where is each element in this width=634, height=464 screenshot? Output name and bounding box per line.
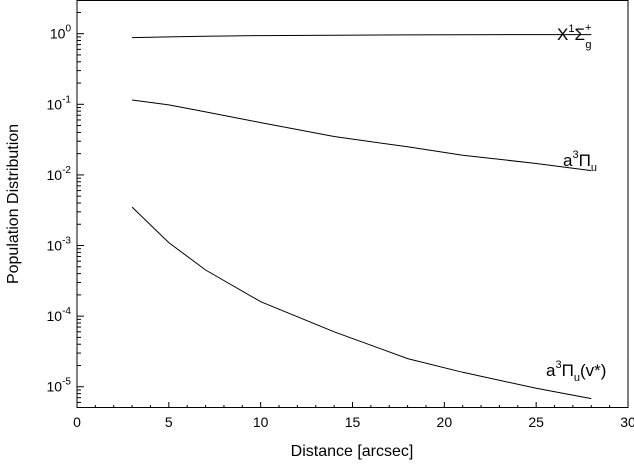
y-tick-label: 10-2 — [47, 165, 72, 183]
y-tick-label: 10-5 — [47, 377, 72, 395]
y-axis-title: Population Distribution — [5, 124, 22, 284]
x-tick-label: 10 — [253, 414, 269, 430]
y-tick-label: 10-3 — [47, 236, 72, 254]
y-tick-label: 100 — [50, 24, 72, 42]
x-tick-label: 15 — [345, 414, 361, 430]
y-axis: 100 10-1 10-2 10-3 10-4 10-5 — [47, 0, 84, 403]
series-label-ground: X1Σ+ g — [557, 22, 592, 51]
series-line-ground — [132, 34, 592, 39]
y-tick-label: 10-4 — [47, 306, 72, 324]
x-tick-label: 30 — [620, 414, 634, 430]
x-tick-label: 5 — [165, 414, 173, 430]
x-axis: 0 5 10 15 20 25 30 — [73, 402, 634, 430]
series-line-a3pi_vstar — [131, 206, 592, 400]
x-tick-label: 0 — [73, 414, 81, 430]
series-label-a3pi-vstar: a3Πu(v*) — [546, 359, 606, 384]
plot-frame — [76, 0, 629, 408]
series-lines — [131, 34, 592, 400]
x-tick-label: 25 — [528, 414, 544, 430]
x-tick-label: 20 — [437, 414, 453, 430]
x-axis-title: Distance [arcsec] — [291, 443, 414, 460]
series-line-a3pi — [132, 99, 592, 172]
series-label-a3pi: a3Πu — [563, 149, 597, 174]
y-tick-label: 10-1 — [47, 94, 72, 112]
